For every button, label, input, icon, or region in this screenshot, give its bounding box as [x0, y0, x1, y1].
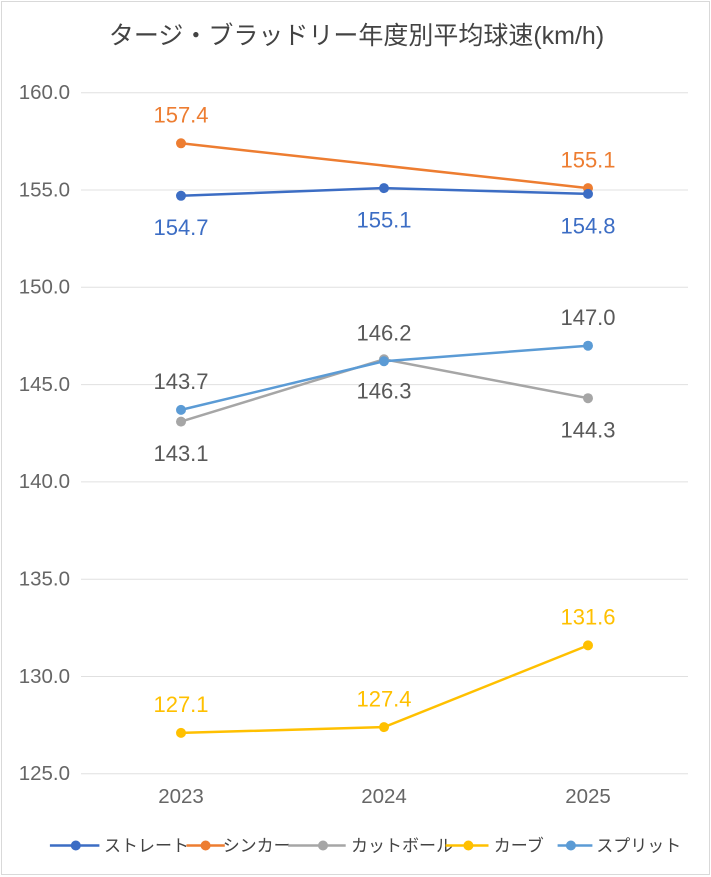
svg-text:154.7: 154.7 [153, 215, 208, 240]
svg-text:カーブ: カーブ [494, 836, 544, 856]
svg-text:ストレート: ストレート [104, 837, 189, 856]
svg-text:150.0: 150.0 [19, 276, 70, 299]
svg-text:130.0: 130.0 [19, 665, 70, 688]
svg-text:157.4: 157.4 [153, 103, 208, 128]
svg-text:140.0: 140.0 [19, 470, 70, 493]
svg-text:127.1: 127.1 [153, 692, 208, 717]
svg-text:160.0: 160.0 [19, 81, 70, 104]
svg-text:144.3: 144.3 [560, 418, 615, 443]
svg-text:131.6: 131.6 [560, 605, 615, 630]
svg-text:146.3: 146.3 [356, 379, 411, 404]
svg-text:シンカー: シンカー [223, 837, 291, 856]
svg-text:2023: 2023 [158, 785, 204, 808]
svg-text:154.8: 154.8 [560, 213, 615, 238]
svg-text:2024: 2024 [361, 785, 407, 808]
svg-text:147.0: 147.0 [560, 305, 615, 330]
svg-text:127.4: 127.4 [356, 686, 411, 711]
svg-text:143.1: 143.1 [153, 441, 208, 466]
svg-text:2025: 2025 [565, 785, 611, 808]
svg-text:155.0: 155.0 [19, 178, 70, 201]
svg-text:135.0: 135.0 [19, 568, 70, 591]
svg-text:タージ・ブラッドリー年度別平均球速(km/h): タージ・ブラッドリー年度別平均球速(km/h) [109, 22, 604, 50]
svg-text:125.0: 125.0 [19, 762, 70, 785]
svg-text:155.1: 155.1 [560, 147, 615, 172]
svg-text:カットボール: カットボール [351, 837, 453, 856]
svg-text:スプリット: スプリット [596, 837, 681, 856]
svg-text:155.1: 155.1 [356, 208, 411, 233]
svg-text:145.0: 145.0 [19, 373, 70, 396]
svg-text:146.2: 146.2 [356, 321, 411, 346]
svg-text:143.7: 143.7 [153, 369, 208, 394]
